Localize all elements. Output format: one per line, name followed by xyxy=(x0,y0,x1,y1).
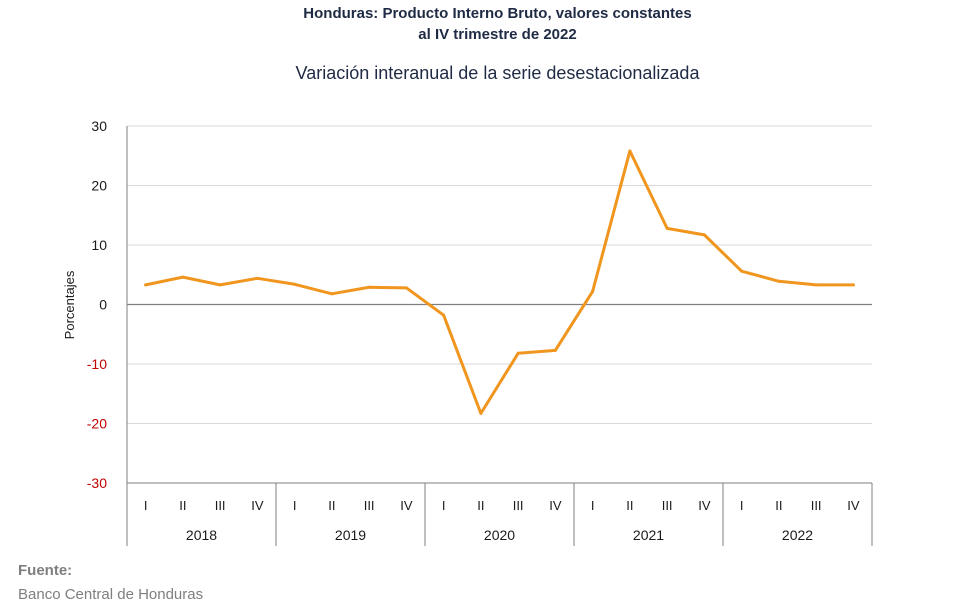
data-point xyxy=(479,411,483,415)
data-point xyxy=(181,275,185,279)
data-point xyxy=(591,289,595,293)
y-axis-label: Porcentajes xyxy=(62,270,77,339)
x-tick-label-quarter: IV xyxy=(549,498,562,513)
x-tick-label-quarter: I xyxy=(144,498,148,513)
y-tick-label: -20 xyxy=(87,416,107,432)
series-layer xyxy=(144,149,855,415)
y-axis-ticks: 30 20 10 0 -10 -20 -30 xyxy=(87,118,107,491)
x-tick-label-quarter: IV xyxy=(847,498,860,513)
x-tick-label-quarter: IV xyxy=(400,498,413,513)
x-tick-label-quarter: III xyxy=(513,498,524,513)
x-tick-label-year: 2019 xyxy=(335,527,366,543)
x-tick-label-quarter: II xyxy=(477,498,484,513)
data-point xyxy=(702,233,706,237)
y-tick-label: -30 xyxy=(87,475,107,491)
x-tick-label-quarter: III xyxy=(215,498,226,513)
y-tick-label: 30 xyxy=(91,118,107,134)
data-point xyxy=(851,283,855,287)
x-tick-label-year: 2020 xyxy=(484,527,515,543)
x-tick-label-quarter: IV xyxy=(251,498,264,513)
x-tick-label-quarter: I xyxy=(740,498,744,513)
chart-title-line2: al IV trimestre de 2022 xyxy=(418,26,577,43)
series-line xyxy=(144,149,855,415)
y-tick-label: 0 xyxy=(99,297,107,313)
y-tick-label: -10 xyxy=(87,356,107,372)
data-point xyxy=(516,351,520,355)
x-tick-label-quarter: II xyxy=(626,498,633,513)
data-point xyxy=(293,282,297,286)
data-point xyxy=(628,149,632,153)
data-point xyxy=(367,285,371,289)
x-tick-label-year: 2022 xyxy=(782,527,813,543)
data-point xyxy=(218,283,222,287)
data-point xyxy=(740,269,744,273)
x-tick-label-quarter: I xyxy=(293,498,297,513)
source-text: Banco Central de Honduras xyxy=(18,586,204,603)
data-point xyxy=(665,226,669,230)
data-point xyxy=(144,283,148,287)
x-tick-label-quarter: I xyxy=(591,498,595,513)
x-tick-label-quarter: IV xyxy=(698,498,711,513)
data-point xyxy=(404,286,408,290)
x-tick-label-quarter: III xyxy=(662,498,673,513)
y-tick-label: 10 xyxy=(91,237,107,253)
x-tick-label-year: 2021 xyxy=(633,527,664,543)
x-tick-label-year: 2018 xyxy=(186,527,217,543)
x-tick-label-quarter: II xyxy=(775,498,782,513)
chart-subtitle: Variación interanual de la serie desesta… xyxy=(295,63,700,83)
x-tick-label-quarter: III xyxy=(364,498,375,513)
chart-title-line1: Honduras: Producto Interno Bruto, valore… xyxy=(303,5,692,22)
x-tick-label-quarter: II xyxy=(328,498,335,513)
data-point xyxy=(777,279,781,283)
data-point xyxy=(330,292,334,296)
x-tick-label-quarter: II xyxy=(179,498,186,513)
data-point xyxy=(442,313,446,317)
y-tick-label: 20 xyxy=(91,178,107,194)
source-label: Fuente: xyxy=(18,562,73,579)
data-point xyxy=(255,276,259,280)
data-point xyxy=(553,348,557,352)
x-tick-label-quarter: I xyxy=(442,498,446,513)
data-point xyxy=(814,283,818,287)
x-tick-label-quarter: III xyxy=(811,498,822,513)
